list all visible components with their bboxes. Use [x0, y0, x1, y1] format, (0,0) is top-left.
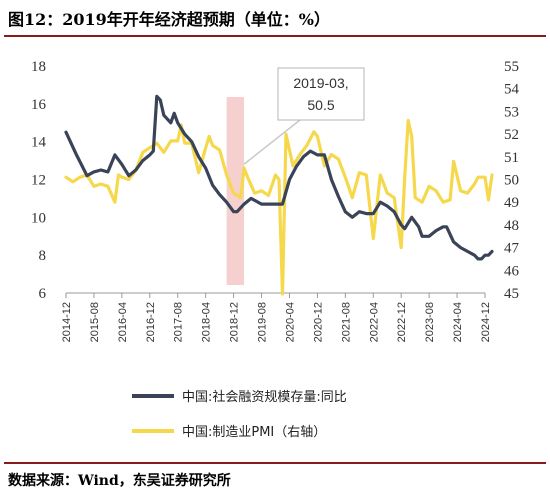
y-right-tick-label: 47 [504, 241, 520, 257]
chart-title: 图12：2019年开年经济超预期（单位：%） [8, 10, 331, 29]
source-rule [4, 462, 546, 464]
annotation-label-date: 2019-03, [293, 75, 348, 91]
y-right-tick-label: 48 [504, 218, 519, 234]
axes: 6 8 10 12 14 16 18 45 46 47 48 49 50 51 52 53 54 55 2014-1… [31, 59, 520, 342]
y-left-tick-label: 8 [39, 248, 47, 264]
series-line-pmi [64, 118, 494, 296]
legend: 中国:社会融资规模存量:同比 中国:制造业PMI（右轴） [132, 389, 347, 440]
source-note: 数据来源：Wind，东吴证券研究所 [8, 473, 231, 489]
highlight-band-layer [226, 97, 245, 285]
title-rule [4, 35, 546, 37]
y-right-tick-label: 45 [504, 286, 519, 302]
series-line-tsf [64, 94, 494, 261]
y-left-tick-label: 16 [31, 97, 47, 113]
x-tick-label: 2020-12 [312, 302, 324, 342]
y-right-tick-label: 52 [504, 127, 519, 143]
x-tick-label: 2022-12 [396, 302, 408, 342]
y-left-tick-label: 6 [39, 286, 47, 302]
annotation-leader [243, 119, 301, 165]
legend-label-pmi: 中国:制造业PMI（右轴） [182, 425, 326, 440]
x-tick-label: 2014-12 [61, 302, 73, 342]
y-left-tick-label: 12 [31, 173, 46, 189]
x-tick-label: 2024-04 [452, 302, 464, 342]
x-tick-label: 2017-08 [173, 302, 185, 342]
y-right-tick-label: 49 [504, 195, 519, 211]
x-tick-label: 2016-04 [117, 302, 129, 342]
y-right-tick-label: 50 [504, 173, 519, 189]
x-tick-label: 2019-08 [257, 302, 269, 342]
x-tick-label: 2020-04 [284, 302, 296, 342]
annotation-box [277, 67, 365, 121]
x-tick-label: 2015-08 [89, 302, 101, 342]
annotation-label-value: 50.5 [307, 97, 334, 113]
y-right-tick-label: 55 [504, 59, 519, 75]
y-left-tick-label: 10 [31, 210, 46, 226]
x-tick-label: 2023-08 [424, 302, 436, 342]
y-left-tick-label: 18 [31, 59, 46, 75]
y-right-tick-label: 51 [504, 150, 519, 166]
x-tick-label: 2022-04 [368, 302, 380, 342]
x-tick-label: 2021-08 [340, 302, 352, 342]
y-right-tick-label: 53 [504, 104, 519, 120]
x-tick-label: 2018-04 [201, 302, 213, 342]
series-layer [64, 94, 494, 296]
x-tick-label: 2016-12 [145, 302, 157, 342]
legend-label-tsf: 中国:社会融资规模存量:同比 [182, 389, 347, 405]
y-left-tick-label: 14 [31, 135, 47, 151]
y-right-tick-label: 54 [504, 82, 520, 98]
highlight-band [226, 97, 245, 285]
chart: 6 8 10 12 14 16 18 45 46 47 48 49 50 51 52 53 54 55 2014-1… [31, 59, 520, 440]
annotation: 2019-03, 50.5 [243, 67, 365, 165]
y-right-tick-label: 46 [504, 263, 520, 279]
x-tick-label: 2018-12 [229, 302, 241, 342]
x-tick-label: 2024-12 [480, 302, 492, 342]
